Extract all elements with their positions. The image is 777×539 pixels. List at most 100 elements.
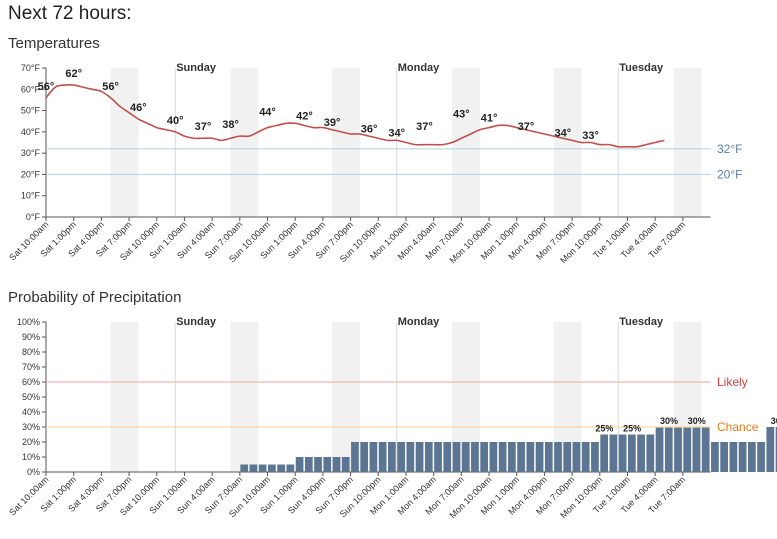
precipitation-bar <box>498 442 507 472</box>
temperature-chart: Sunday Monday Tuesday 0°F 10°F 20°F 30°F 40°F 50… <box>7 62 742 265</box>
precipitation-bar <box>572 442 581 472</box>
precipitation-bar <box>674 427 682 472</box>
temperature-data-label: 42° <box>296 111 313 123</box>
precipitation-bar <box>341 457 350 472</box>
precipitation-bar <box>646 434 655 472</box>
precipitation-data-label: 30% <box>660 416 678 426</box>
y-tick-label: 30% <box>22 422 40 432</box>
temperature-data-label: 46° <box>130 102 147 114</box>
y-tick-label: 40°F <box>21 127 41 137</box>
day-label: Sunday <box>176 316 217 328</box>
precipitation-bar <box>424 442 433 472</box>
night-band <box>230 68 259 217</box>
y-tick-label: 100% <box>17 317 40 327</box>
precipitation-bar <box>461 442 470 472</box>
temperature-data-label: 41° <box>481 113 498 125</box>
y-tick-label: 60°F <box>21 84 41 94</box>
y-tick-label: 70% <box>22 362 40 372</box>
precipitation-bar <box>775 427 777 472</box>
precipitation-bar <box>369 442 378 472</box>
temperature-chart-title: Temperatures <box>8 35 100 52</box>
precipitation-bar <box>388 442 396 472</box>
day-label: Monday <box>398 316 440 328</box>
precipitation-bar <box>258 464 267 472</box>
precipitation-bar <box>664 427 673 472</box>
night-band <box>673 68 702 217</box>
day-label: Tuesday <box>619 62 664 74</box>
night-band <box>230 322 259 472</box>
temperature-data-label: 37° <box>416 121 433 133</box>
precipitation-data-label: 25% <box>595 424 613 434</box>
temperature-data-label: 37° <box>518 121 535 133</box>
precipitation-bar <box>729 442 738 472</box>
y-tick-label: 0°F <box>26 212 41 222</box>
precipitation-bar <box>277 464 285 472</box>
precipitation-bar <box>600 434 609 472</box>
y-tick-label: 50°F <box>21 106 41 116</box>
temperature-data-label: 40° <box>167 115 184 127</box>
precipitation-bar <box>554 442 562 472</box>
precipitation-bar <box>406 442 415 472</box>
y-tick-label: 50% <box>22 392 40 402</box>
precipitation-bar <box>268 464 276 472</box>
precipitation-bar <box>544 442 553 472</box>
precipitation-bar <box>323 457 332 472</box>
reference-line-label: Chance <box>717 420 759 434</box>
precipitation-bar <box>692 427 701 472</box>
precipitation-bar <box>738 442 747 472</box>
precipitation-bar <box>286 464 295 472</box>
temperature-data-label: 43° <box>453 108 470 120</box>
precipitation-bar <box>397 442 405 472</box>
day-label: Tuesday <box>619 316 664 328</box>
page-title: Next 72 hours: <box>8 3 132 24</box>
precipitation-bar <box>609 434 618 472</box>
y-tick-label: 30°F <box>21 148 41 158</box>
night-band <box>332 68 360 217</box>
reference-line-label: 20°F <box>717 167 742 181</box>
precipitation-bar <box>563 442 572 472</box>
night-band <box>110 68 139 217</box>
temperature-data-label: 34° <box>555 128 572 140</box>
precipitation-bar <box>443 442 452 472</box>
precipitation-bar <box>618 434 627 472</box>
precipitation-bar <box>452 442 461 472</box>
reference-line-label: Likely <box>717 375 748 389</box>
y-tick-label: 40% <box>22 407 40 417</box>
temperature-line <box>45 83 665 148</box>
temperature-data-label: 56° <box>102 81 119 93</box>
temperature-data-label: 34° <box>388 128 405 140</box>
y-tick-label: 90% <box>22 332 40 342</box>
precipitation-data-label: 30% <box>771 416 777 426</box>
temperature-data-label: 56° <box>38 81 55 93</box>
y-tick-label: 10°F <box>21 191 41 201</box>
precipitation-bar <box>378 442 387 472</box>
precipitation-bar <box>627 434 636 472</box>
precipitation-bar <box>701 427 710 472</box>
y-tick-label: 10% <box>22 452 40 462</box>
precipitation-bar <box>480 442 489 472</box>
night-band <box>553 68 582 217</box>
y-tick-label: 70°F <box>21 63 41 73</box>
y-tick-label: 80% <box>22 347 40 357</box>
temperature-data-label: 62° <box>65 68 82 80</box>
precipitation-bar <box>489 442 498 472</box>
precipitation-bar <box>240 464 249 472</box>
precipitation-bar <box>314 457 322 472</box>
temperature-data-label: 37° <box>195 121 212 133</box>
y-tick-label: 20°F <box>21 169 41 179</box>
precipitation-bar <box>471 442 479 472</box>
y-tick-label: 0% <box>27 467 40 477</box>
temperature-data-label: 33° <box>582 130 599 142</box>
precipitation-bar <box>747 442 756 472</box>
precipitation-bar <box>655 427 664 472</box>
precipitation-data-label: 30% <box>688 416 706 426</box>
precipitation-bar <box>508 442 516 472</box>
precipitation-bar <box>535 442 544 472</box>
precipitation-bar <box>304 457 313 472</box>
precipitation-data-label: 25% <box>623 424 641 434</box>
temperature-data-label: 36° <box>361 123 378 135</box>
day-label: Sunday <box>176 62 217 74</box>
precipitation-bar <box>517 442 525 472</box>
day-label: Monday <box>398 62 440 74</box>
